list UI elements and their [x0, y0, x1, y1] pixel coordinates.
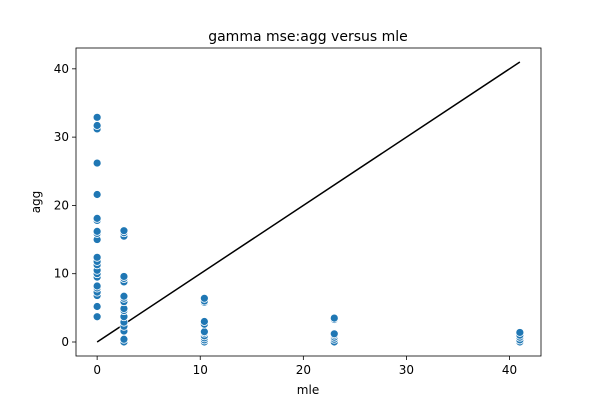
- data-point: [92, 121, 102, 130]
- chart-title: gamma mse:agg versus mle: [208, 29, 408, 45]
- data-point: [329, 313, 339, 323]
- y-tick-label: 0: [61, 335, 69, 349]
- x-tick-label: 20: [296, 363, 311, 377]
- data-point: [92, 302, 102, 311]
- data-point: [119, 272, 129, 281]
- plot-area: [92, 61, 525, 347]
- data-point: [119, 291, 129, 301]
- data-point: [92, 213, 102, 223]
- data-point: [92, 252, 102, 262]
- data-point: [119, 334, 129, 344]
- data-point: [119, 226, 129, 236]
- data-point: [199, 317, 209, 326]
- y-axis: 0 10 20 30 40: [54, 62, 76, 349]
- x-tick-label: 30: [399, 363, 414, 377]
- plot-frame: [75, 47, 542, 357]
- x-tick-label: 0: [93, 363, 101, 377]
- y-axis-label: agg: [29, 191, 43, 214]
- y-tick-label: 30: [54, 130, 69, 144]
- data-point: [92, 112, 102, 122]
- data-point: [199, 327, 209, 337]
- data-point: [329, 329, 339, 339]
- x-axis-label: mle: [297, 383, 319, 397]
- data-point: [92, 281, 102, 291]
- data-point: [92, 226, 102, 236]
- x-tick-label: 40: [502, 363, 517, 377]
- reference-line: [96, 61, 521, 343]
- data-point: [92, 190, 102, 199]
- x-axis: 0 10 20 30 40: [93, 356, 517, 377]
- y-tick-label: 20: [54, 198, 69, 212]
- data-point: [92, 312, 102, 322]
- x-tick-label: 10: [193, 363, 208, 377]
- data-point: [92, 158, 102, 168]
- data-point: [515, 328, 525, 337]
- y-tick-label: 40: [54, 62, 69, 76]
- data-point: [199, 293, 209, 303]
- y-tick-label: 10: [54, 267, 69, 281]
